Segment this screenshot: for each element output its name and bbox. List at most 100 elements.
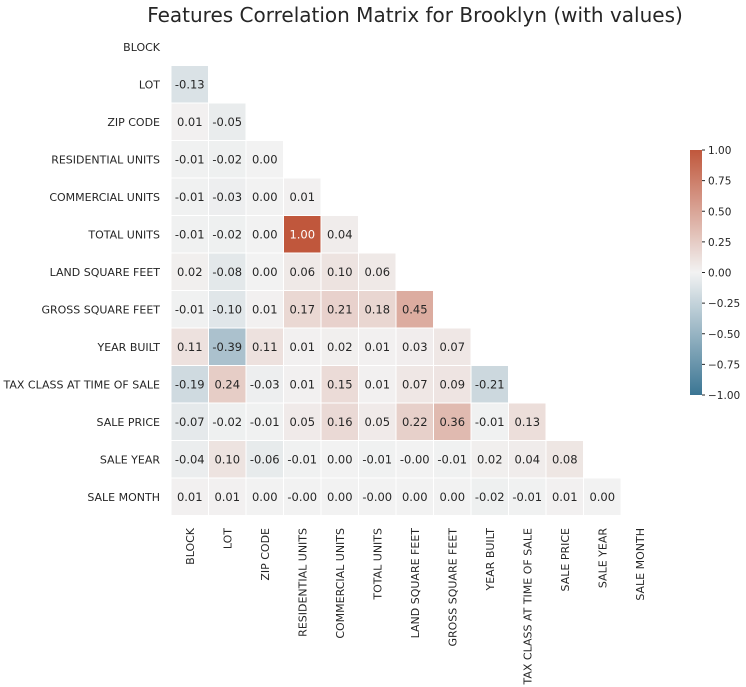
colorbar-tick-label: −0.25 — [708, 298, 740, 310]
chart-title: Features Correlation Matrix for Brooklyn… — [147, 3, 683, 27]
cell-value-label: 0.08 — [552, 452, 578, 466]
cell-value-label: -0.13 — [175, 77, 205, 91]
column-label: SALE MONTH — [634, 528, 647, 601]
heatmap-cell — [470, 365, 509, 404]
cell-value-label: -0.01 — [175, 302, 205, 316]
cell-value-label: 0.00 — [252, 152, 278, 166]
cell-value-label: 0.01 — [552, 490, 578, 504]
cell-value-label: 0.24 — [214, 377, 240, 391]
heatmap-cell — [358, 290, 397, 329]
row-label: LAND SQUARE FEET — [50, 266, 161, 279]
cell-value-label: -0.08 — [212, 265, 242, 279]
cell-value-label: 0.01 — [289, 190, 315, 204]
row-labels: BLOCK LOT ZIP CODE RESIDENTIAL UNITS COMMERC… — [2, 41, 160, 504]
heatmap-cell — [395, 477, 434, 516]
heatmap-cell — [245, 252, 284, 291]
cell-value-label: -0.01 — [175, 227, 205, 241]
colorbar-tick-label: −1.00 — [708, 390, 740, 402]
row-label: COMMERCIAL UNITS — [49, 191, 160, 204]
column-label: SALE YEAR — [596, 528, 609, 588]
heatmap-cell — [583, 477, 622, 516]
row-label: TAX CLASS AT TIME OF SALE — [2, 378, 160, 391]
cell-value-label: 0.17 — [289, 302, 315, 316]
heatmap-cell — [508, 402, 547, 441]
cell-value-label: -0.00 — [362, 490, 392, 504]
heatmap-cell — [208, 402, 247, 441]
cell-value-label: -0.01 — [175, 190, 205, 204]
row-label: TOTAL UNITS — [87, 228, 160, 241]
cell-value-label: -0.19 — [175, 377, 205, 391]
heatmap-cell — [283, 402, 322, 441]
column-label: LAND SQUARE FEET — [409, 528, 422, 639]
colorbar-gradient — [690, 150, 702, 395]
row-label: GROSS SQUARE FEET — [41, 303, 160, 316]
row-label: SALE PRICE — [97, 416, 160, 429]
column-label: ZIP CODE — [259, 528, 272, 581]
heatmap-cell — [170, 365, 209, 404]
cell-value-label: 0.36 — [439, 415, 465, 429]
cell-value-label: 0.06 — [289, 265, 315, 279]
cell-value-label: -0.03 — [250, 377, 280, 391]
row-label: SALE YEAR — [100, 453, 160, 466]
cell-value-label: -0.00 — [400, 452, 430, 466]
cell-value-label: -0.10 — [212, 302, 242, 316]
cell-value-label: 0.01 — [177, 115, 203, 129]
cell-value-label: -0.01 — [437, 452, 467, 466]
column-label: SALE PRICE — [559, 528, 572, 591]
heatmap-cell — [208, 252, 247, 291]
heatmap-cell — [170, 440, 209, 479]
cell-value-label: 0.13 — [514, 415, 540, 429]
cell-value-label: 0.01 — [214, 490, 240, 504]
cell-value-label: 0.00 — [252, 190, 278, 204]
cell-value-label: -0.02 — [475, 490, 505, 504]
heatmap-cell — [508, 477, 547, 516]
heatmap-cell — [358, 252, 397, 291]
cell-value-label: 0.07 — [439, 340, 465, 354]
heatmap-cell — [245, 477, 284, 516]
heatmap-cell — [283, 215, 322, 254]
cell-value-label: 0.09 — [439, 377, 465, 391]
cell-value-label: -0.03 — [212, 190, 242, 204]
cell-value-label: 0.02 — [327, 340, 353, 354]
column-label: YEAR BUILT — [484, 528, 497, 592]
row-label: RESIDENTIAL UNITS — [51, 153, 160, 166]
cell-value-label: 0.01 — [364, 340, 390, 354]
heatmap-cell — [283, 177, 322, 216]
cell-value-label: 0.45 — [402, 302, 428, 316]
row-label: SALE MONTH — [87, 491, 160, 504]
cell-value-label: 0.00 — [252, 265, 278, 279]
cell-value-label: 0.00 — [589, 490, 615, 504]
row-label: LOT — [139, 78, 160, 91]
heatmap-cell — [433, 402, 472, 441]
cell-value-label: -0.21 — [475, 377, 505, 391]
cell-value-label: -0.01 — [250, 415, 280, 429]
cell-value-label: -0.39 — [212, 340, 242, 354]
heatmap-cell — [545, 440, 584, 479]
cell-value-label: 0.00 — [439, 490, 465, 504]
cell-value-label: 0.22 — [402, 415, 428, 429]
column-label: COMMERCIAL UNITS — [334, 528, 347, 639]
cell-value-label: 0.21 — [327, 302, 353, 316]
heatmap-cell — [170, 252, 209, 291]
cell-value-label: 0.01 — [364, 377, 390, 391]
heatmap-cell — [283, 440, 322, 479]
heatmap-cell — [545, 477, 584, 516]
cell-value-label: -0.01 — [362, 452, 392, 466]
heatmap-cell — [358, 440, 397, 479]
colorbar-tick-label: 0.50 — [708, 206, 731, 218]
cell-value-label: 0.16 — [327, 415, 353, 429]
cell-value-label: 0.02 — [177, 265, 203, 279]
cell-value-label: 0.06 — [364, 265, 390, 279]
cell-value-label: 0.10 — [214, 452, 240, 466]
heatmap-cell — [358, 365, 397, 404]
heatmap-cell — [170, 290, 209, 329]
cell-value-label: 0.04 — [327, 227, 353, 241]
cell-value-label: 0.05 — [289, 415, 315, 429]
cell-value-label: -0.01 — [287, 452, 317, 466]
cell-value-label: 1.00 — [289, 227, 315, 241]
heatmap-cell — [470, 440, 509, 479]
cell-value-label: 0.00 — [327, 490, 353, 504]
cell-value-label: 0.05 — [364, 415, 390, 429]
heatmap-cell — [358, 477, 397, 516]
cell-value-label: 0.03 — [402, 340, 428, 354]
